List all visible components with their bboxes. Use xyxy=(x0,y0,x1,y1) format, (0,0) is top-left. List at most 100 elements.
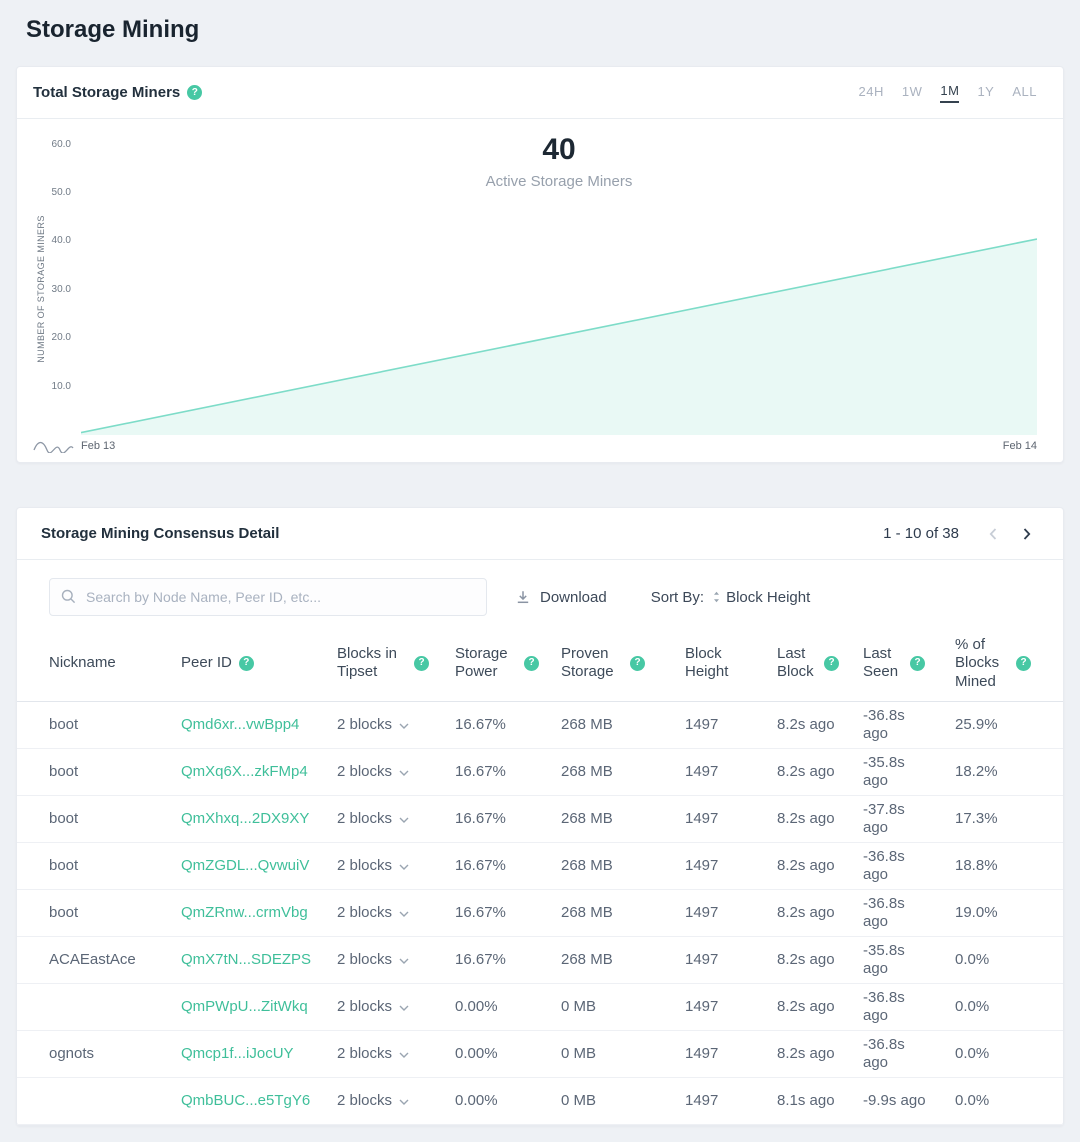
help-icon[interactable]: ? xyxy=(630,655,645,671)
table-card-title: Storage Mining Consensus Detail xyxy=(41,525,280,542)
chart-card-header: Total Storage Miners ? 24H 1W 1M 1Y ALL xyxy=(17,67,1063,119)
chart-card-title: Total Storage Miners xyxy=(33,84,181,101)
pct-blocks-mined-cell: 0.0% xyxy=(955,1092,990,1110)
y-tick-label: 40.0 xyxy=(51,235,71,247)
sort-by-value: Block Height xyxy=(726,588,811,606)
last-block-cell: 8.2s ago xyxy=(777,951,835,969)
search-icon xyxy=(61,589,76,604)
nickname-cell: boot xyxy=(49,716,79,734)
page-title: Storage Mining xyxy=(26,16,200,43)
blocks-in-tipset-dropdown[interactable]: 2 blocks xyxy=(337,1045,455,1062)
sort-by-control[interactable]: Sort By: Block Height xyxy=(651,589,811,606)
last-block-cell: 8.2s ago xyxy=(777,716,835,734)
last-seen-cell: -36.8s ago xyxy=(863,988,905,1024)
blocks-in-tipset-dropdown[interactable]: 2 blocks xyxy=(337,951,455,968)
download-button[interactable]: Download xyxy=(515,589,607,606)
peer-id-link[interactable]: QmXhxq...2DX9XY xyxy=(181,810,310,828)
column-header-last-block: Last Block? xyxy=(777,645,863,682)
proven-storage-cell: 268 MB xyxy=(561,763,613,781)
help-icon[interactable]: ? xyxy=(414,655,429,671)
blocks-in-tipset-dropdown[interactable]: 2 blocks xyxy=(337,857,455,874)
nickname-cell: boot xyxy=(49,763,79,781)
last-seen-cell: -35.8s ago xyxy=(863,941,905,977)
table-row: boot QmZGDL...QvwuiV 2 blocks 16.67% 268 MB 1… xyxy=(17,843,1063,890)
last-block-cell: 8.2s ago xyxy=(777,810,835,828)
nickname-cell: boot xyxy=(49,904,79,922)
block-height-cell: 1497 xyxy=(685,1045,719,1063)
table-row: QmbBUC...e5TgY6 2 blocks 0.00% 0 MB 1497 8.1s… xyxy=(17,1078,1063,1125)
table-body: boot Qmd6xr...vwBpp4 2 blocks 16.67% 268 MB 1… xyxy=(17,702,1063,1125)
chevron-down-icon xyxy=(399,1005,409,1011)
nickname-cell: ognots xyxy=(49,1045,95,1063)
time-range-1w[interactable]: 1W xyxy=(901,83,923,99)
block-height-cell: 1497 xyxy=(685,951,719,969)
peer-id-link[interactable]: QmZGDL...QvwuiV xyxy=(181,857,310,875)
proven-storage-cell: 0 MB xyxy=(561,1045,597,1063)
peer-id-link[interactable]: QmbBUC...e5TgY6 xyxy=(181,1092,311,1110)
last-block-cell: 8.2s ago xyxy=(777,904,835,922)
peer-id-link[interactable]: QmPWpU...ZitWkq xyxy=(181,998,308,1016)
storage-power-cell: 16.67% xyxy=(455,763,506,781)
last-seen-cell: -9.9s ago xyxy=(863,1091,926,1109)
peer-id-link[interactable]: Qmd6xr...vwBpp4 xyxy=(181,716,300,734)
nickname-cell: boot xyxy=(49,857,79,875)
block-height-cell: 1497 xyxy=(685,810,719,828)
blocks-in-tipset-dropdown[interactable]: 2 blocks xyxy=(337,1092,455,1109)
block-height-cell: 1497 xyxy=(685,763,719,781)
help-icon[interactable]: ? xyxy=(1016,655,1031,671)
block-height-cell: 1497 xyxy=(685,998,719,1016)
help-icon[interactable]: ? xyxy=(910,655,925,671)
table-row: boot Qmd6xr...vwBpp4 2 blocks 16.67% 268 MB 1… xyxy=(17,702,1063,749)
chevron-down-icon xyxy=(399,1052,409,1058)
block-height-cell: 1497 xyxy=(685,1092,719,1110)
y-axis-ticks: 10.0 20.0 30.0 40.0 50.0 60.0 xyxy=(41,135,77,435)
blocks-in-tipset-dropdown[interactable]: 2 blocks xyxy=(337,904,455,921)
time-range-selector: 24H 1W 1M 1Y ALL xyxy=(841,83,1037,103)
help-icon[interactable]: ? xyxy=(238,655,254,671)
proven-storage-cell: 268 MB xyxy=(561,857,613,875)
y-tick-label: 60.0 xyxy=(51,138,71,150)
last-block-cell: 8.1s ago xyxy=(777,1092,835,1110)
search-input[interactable] xyxy=(49,578,487,616)
peer-id-link[interactable]: QmXq6X...zkFMp4 xyxy=(181,763,308,781)
block-height-cell: 1497 xyxy=(685,716,719,734)
x-tick-start: Feb 13 xyxy=(81,440,116,452)
last-block-cell: 8.2s ago xyxy=(777,857,835,875)
pct-blocks-mined-cell: 18.2% xyxy=(955,763,998,781)
prev-page-button[interactable] xyxy=(983,524,1003,544)
storage-power-cell: 0.00% xyxy=(455,1045,498,1063)
column-header-proven-storage: Proven Storage? xyxy=(561,645,685,682)
time-range-1m[interactable]: 1M xyxy=(940,83,960,103)
peer-id-link[interactable]: QmZRnw...crmVbg xyxy=(181,904,308,922)
blocks-in-tipset-dropdown[interactable]: 2 blocks xyxy=(337,998,455,1015)
help-icon[interactable]: ? xyxy=(524,655,539,671)
chart-plot: 40 Active Storage Miners xyxy=(81,133,1037,435)
pagination: 1 - 10 of 38 xyxy=(883,524,1037,544)
help-icon[interactable]: ? xyxy=(824,655,839,671)
time-range-24h[interactable]: 24H xyxy=(858,83,884,99)
column-header-pct-blocks-mined: % of Blocks Mined? xyxy=(955,636,1039,691)
y-tick-label: 30.0 xyxy=(51,283,71,295)
last-seen-cell: -35.8s ago xyxy=(863,753,905,789)
peer-id-link[interactable]: Qmcp1f...iJocUY xyxy=(181,1045,294,1063)
time-range-1y[interactable]: 1Y xyxy=(977,83,995,99)
proven-storage-cell: 0 MB xyxy=(561,1092,597,1110)
last-block-cell: 8.2s ago xyxy=(777,998,835,1016)
peer-id-link[interactable]: QmX7tN...SDEZPS xyxy=(181,951,312,969)
chevron-down-icon xyxy=(399,817,409,823)
y-tick-label: 10.0 xyxy=(51,380,71,392)
blocks-in-tipset-dropdown[interactable]: 2 blocks xyxy=(337,716,455,733)
last-seen-cell: -36.8s ago xyxy=(863,1035,905,1071)
total-storage-miners-card: Total Storage Miners ? 24H 1W 1M 1Y ALL NUMB… xyxy=(16,66,1064,463)
pct-blocks-mined-cell: 18.8% xyxy=(955,857,998,875)
search-box xyxy=(49,578,487,616)
blocks-in-tipset-dropdown[interactable]: 2 blocks xyxy=(337,763,455,780)
next-page-button[interactable] xyxy=(1017,524,1037,544)
help-icon[interactable]: ? xyxy=(187,85,203,100)
blocks-in-tipset-dropdown[interactable]: 2 blocks xyxy=(337,810,455,827)
chevron-down-icon xyxy=(399,958,409,964)
time-range-all[interactable]: ALL xyxy=(1012,83,1037,99)
brush-handle-icon xyxy=(33,441,74,453)
proven-storage-cell: 0 MB xyxy=(561,998,597,1016)
